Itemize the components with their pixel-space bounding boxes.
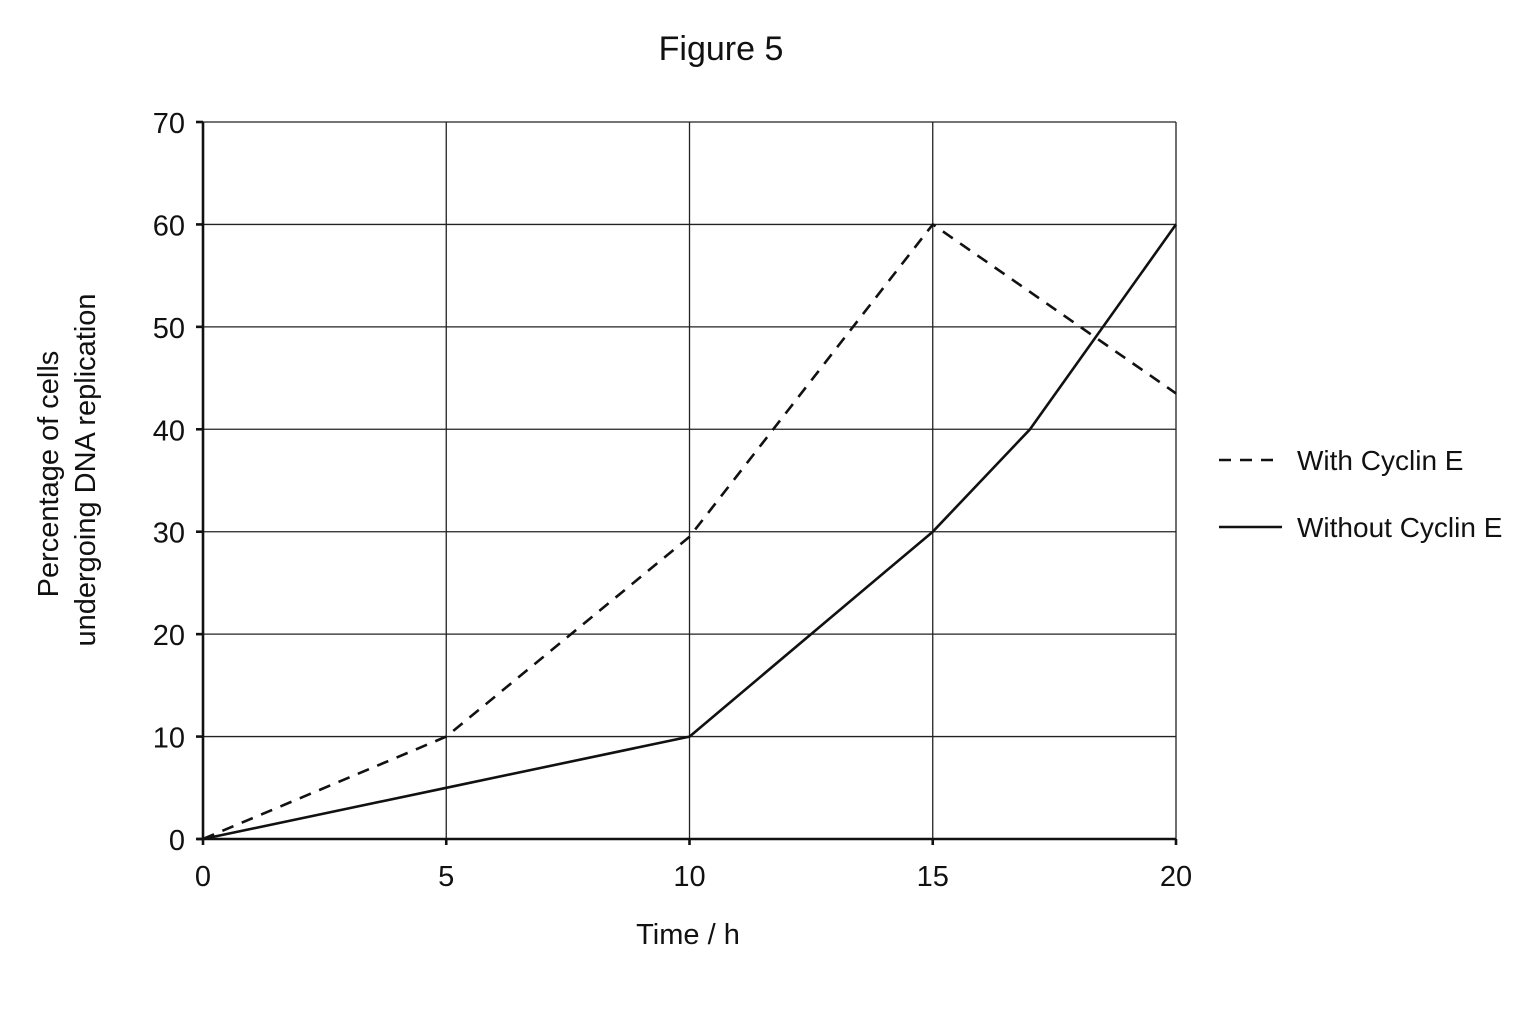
legend: With Cyclin E Without Cyclin E [1219, 445, 1502, 543]
y-axis-title-line-1: Percentage of cells [33, 351, 65, 598]
grid [202, 121, 1177, 840]
series-line-without-cyclin-e [202, 223, 1178, 841]
y-tick-labels: 0 10 20 30 40 50 60 70 [153, 108, 203, 857]
y-tick-label: 10 [153, 723, 185, 755]
y-tick-label: 0 [169, 825, 185, 857]
x-tick-label: 15 [917, 861, 949, 893]
x-tick-labels: 0 5 10 15 20 [195, 839, 1192, 893]
x-axis-title: Time / h [636, 919, 740, 951]
axes [197, 122, 1176, 841]
y-axis-title-line-2: undergoing DNA replication [70, 293, 102, 646]
series-line-with-cyclin-e [202, 223, 1177, 841]
y-tick-label: 40 [153, 415, 185, 447]
x-tick-label: 5 [438, 861, 454, 893]
y-tick-label: 50 [153, 313, 185, 345]
y-tick-label: 30 [153, 518, 185, 550]
y-tick-label: 60 [153, 210, 185, 242]
series-layer [202, 223, 1178, 841]
chart-title: Figure 5 [659, 30, 784, 68]
y-tick-label: 70 [153, 108, 185, 140]
legend-label: With Cyclin E [1297, 445, 1463, 476]
x-tick-label: 10 [673, 861, 705, 893]
x-tick-label: 20 [1160, 861, 1192, 893]
y-tick-label: 20 [153, 620, 185, 652]
y-axis-title: Percentage of cells undergoing DNA repli… [33, 293, 102, 646]
x-tick-label: 0 [195, 861, 211, 893]
legend-label: Without Cyclin E [1297, 512, 1502, 543]
